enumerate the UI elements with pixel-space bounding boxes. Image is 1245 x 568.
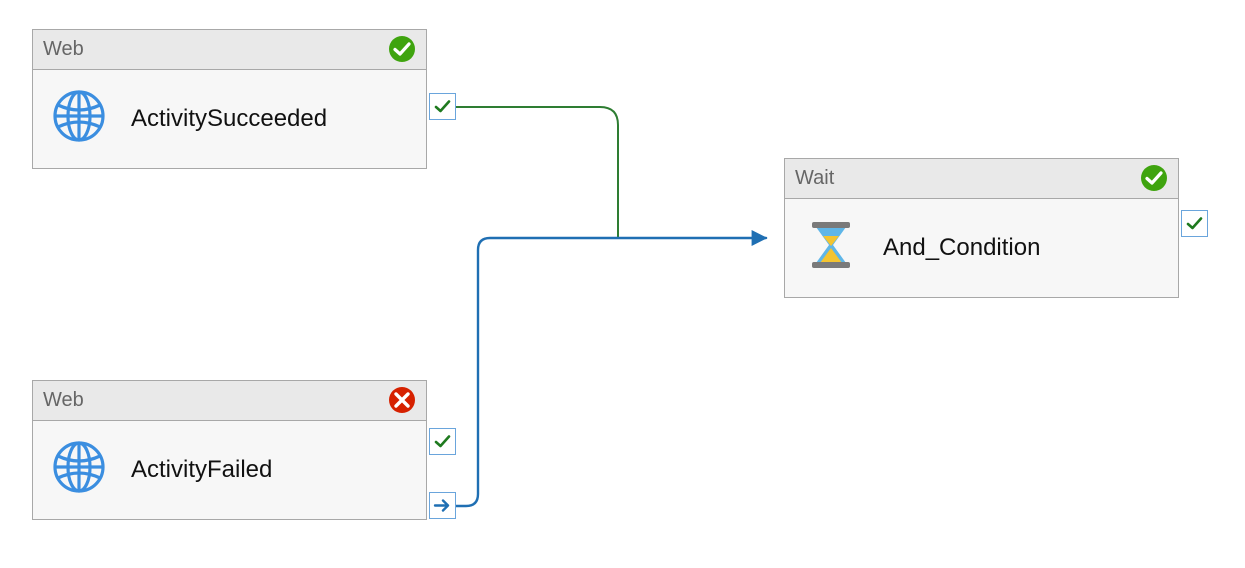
status-success-icon (1140, 164, 1168, 198)
activity-node-n1[interactable]: Web ActivitySucceeded (32, 29, 427, 169)
activity-label: ActivitySucceeded (131, 105, 408, 133)
node-header: Web (33, 381, 426, 421)
status-success-icon (388, 35, 416, 69)
node-type-label: Wait (795, 167, 1140, 190)
port-on-success[interactable] (429, 428, 456, 455)
node-header: Wait (785, 159, 1178, 199)
node-header: Web (33, 30, 426, 70)
globe-icon (51, 439, 107, 502)
edge-e2 (456, 238, 766, 506)
node-type-label: Web (43, 389, 388, 412)
port-on-completion[interactable] (429, 492, 456, 519)
node-body: ActivitySucceeded (33, 70, 426, 168)
activity-label: And_Condition (883, 234, 1160, 262)
activity-label: ActivityFailed (131, 456, 408, 484)
globe-icon (51, 88, 107, 151)
edge-e1 (456, 107, 618, 238)
status-fail-icon (388, 386, 416, 420)
node-type-label: Web (43, 38, 388, 61)
hourglass-icon (803, 217, 859, 280)
node-body: And_Condition (785, 199, 1178, 297)
port-on-success[interactable] (1181, 210, 1208, 237)
activity-node-n2[interactable]: Web ActivityFailed (32, 380, 427, 520)
activity-node-n3[interactable]: Wait And_Condition (784, 158, 1179, 298)
port-on-success[interactable] (429, 93, 456, 120)
node-body: ActivityFailed (33, 421, 426, 519)
pipeline-canvas: Web ActivitySucceeded Web ActivityFailed Wai… (0, 0, 1245, 568)
